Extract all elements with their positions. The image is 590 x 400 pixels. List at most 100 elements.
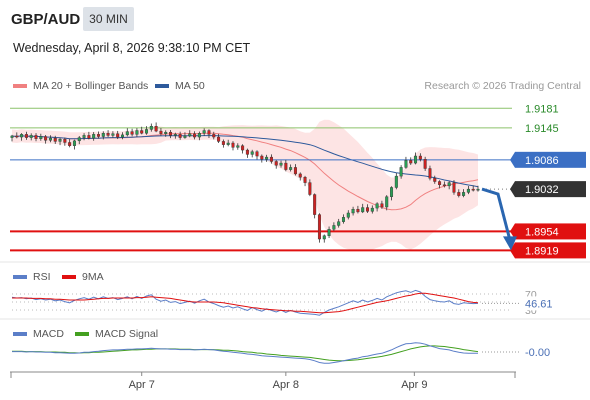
candle-body [120,134,124,138]
candle-body [173,134,177,136]
candle-body [289,167,293,170]
candle-body [462,192,466,196]
candle-body [72,140,76,146]
candle-body [337,221,341,226]
level-label-1.9032: 1.9032 [525,184,559,196]
candle-body [341,217,345,222]
level-box-tip-1.9086 [510,151,515,168]
macd-last-label: -0.00 [525,347,550,359]
symbol-title: GBP/AUD [11,11,81,28]
candle-body [404,160,408,168]
forecast-arrow-line [481,187,512,241]
level-label-1.8954: 1.8954 [525,226,559,238]
candle-body [370,207,374,212]
macd-swatch [13,332,27,336]
level-box-1.9032 [515,181,586,198]
candle-body [106,133,110,136]
candle-body [284,162,288,170]
candle-body [188,133,192,137]
candle-body [250,151,254,155]
candle-body [317,214,321,240]
candle-body [63,139,67,143]
candle-body [164,131,168,134]
candle-body [414,155,418,164]
candle-body [226,142,230,145]
rsi-ma-swatch [62,275,76,279]
rsi-level-label-30: 30 [525,305,537,317]
candle-body [48,137,52,141]
timeframe-badge[interactable]: 30 MIN [83,7,134,31]
candle-body [39,136,43,139]
candle-body [428,168,432,179]
candle-body [245,149,249,155]
candle-body [53,137,57,142]
legend-ma50-label: MA 50 [175,80,205,92]
candle-body [265,156,269,160]
candle-body [433,178,437,182]
level-box-1.8954 [515,223,586,240]
legend-macd-signal-label: MACD Signal [95,328,159,340]
candle-body [466,188,470,193]
macd-signal-swatch [75,332,89,336]
legend-ma20: MA 20 + Bollinger Bands [13,80,148,92]
candle-body [58,139,62,142]
candle-body [82,135,86,138]
candle-body [159,130,163,134]
candle-body [327,229,331,236]
candle-body [390,187,394,197]
candle-body [293,167,297,175]
legend-rsi-label: RSI [33,271,51,283]
candle-body [197,133,201,138]
legend-macd: MACD [13,328,64,340]
candle-body [77,137,81,142]
candle-body [217,136,221,142]
candle-body [351,208,355,214]
legend-rsi: RSI [13,271,51,283]
candle-body [385,196,389,208]
candle-body [452,182,456,193]
candle-body [356,208,360,213]
level-box-tip-1.8954 [510,223,515,240]
candle-body [442,184,446,187]
ma50-swatch [155,84,169,88]
candle-body [15,135,19,138]
candle-body [255,151,259,157]
rsi-last-bg [522,296,556,311]
candle-body [101,133,105,137]
bollinger-band [12,119,478,251]
candle-body [130,131,134,135]
level-box-1.9086 [515,151,586,168]
candle-body [212,134,216,138]
candle-body [145,129,149,134]
rsi-swatch [13,275,27,279]
candle-body [346,212,350,218]
candle-body [279,162,283,166]
rsi-ma-line [12,292,479,314]
candle-body [20,134,24,138]
x-tick-label-Apr-8: Apr 8 [273,379,299,391]
candle-body [274,161,278,166]
x-tick-label-Apr-9: Apr 9 [401,379,427,391]
candle-body [29,135,33,138]
candle-body [169,131,173,136]
macd-line [12,342,478,364]
candle-body [96,134,100,137]
level-label-1.8919: 1.8919 [525,245,559,257]
legend-ma20-label: MA 20 + Bollinger Bands [33,80,149,92]
candle-body [313,194,317,215]
legend-rsi-ma-label: 9MA [82,271,104,283]
candle-body [202,130,206,134]
candle-body [380,203,384,208]
candle-body [183,135,187,138]
candle-body [308,182,312,195]
rsi-level-label-70: 70 [525,289,537,301]
rsi-line [11,289,479,316]
candle-body [207,130,211,135]
candle-body [135,130,139,135]
candle-body [140,130,144,134]
candle-body [399,167,403,177]
level-label-1.9086: 1.9086 [525,155,559,167]
ma20-swatch [13,84,27,88]
candle-body [423,159,427,169]
